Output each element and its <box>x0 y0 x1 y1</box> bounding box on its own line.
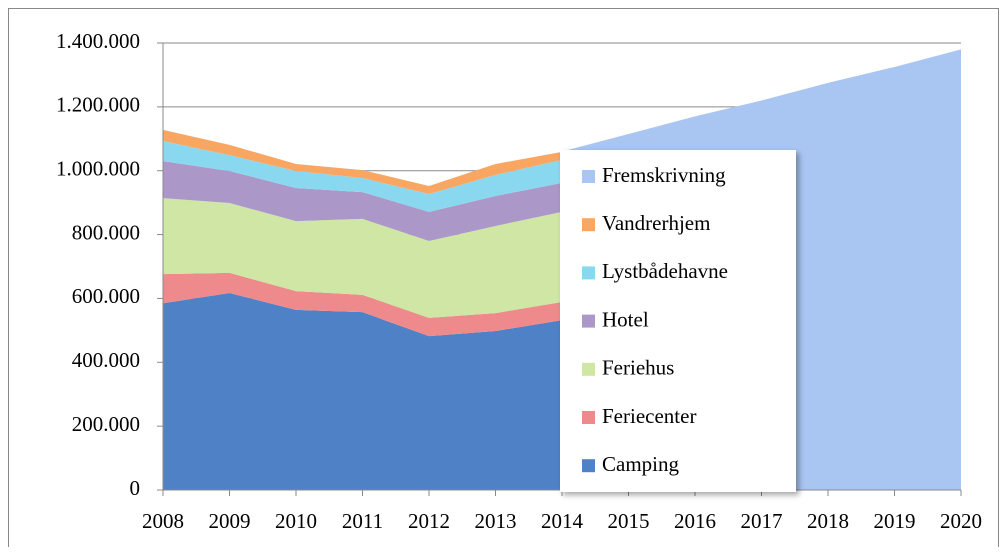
legend-label: Feriehus <box>602 356 674 380</box>
legend-swatch <box>582 362 595 376</box>
y-tick-label: 1.000.000 <box>56 157 140 181</box>
legend-box <box>560 150 796 492</box>
x-tick-label: 2010 <box>275 509 317 533</box>
x-tick-label: 2008 <box>142 509 184 533</box>
legend-label: Camping <box>602 452 679 476</box>
legend-swatch <box>582 266 595 280</box>
y-tick-label: 600.000 <box>72 284 140 308</box>
x-tick-label: 2018 <box>807 509 849 533</box>
area <box>163 129 562 195</box>
y-tick-label: 1.200.000 <box>56 93 140 117</box>
legend-swatch <box>582 411 595 424</box>
legend-swatch <box>582 170 595 183</box>
x-tick-label: 2016 <box>674 509 716 533</box>
y-tick-label: 1.400.000 <box>56 29 140 53</box>
y-tick-label: 800.000 <box>72 220 140 244</box>
x-tick-label: 2015 <box>608 509 650 533</box>
x-tick-label: 2020 <box>940 509 982 533</box>
legend: Fremskrivning Vandrerhjem Lystbådehavne Hot… <box>560 150 796 492</box>
x-tick-label: 2014 <box>541 509 584 533</box>
y-tick-label: 0 <box>130 476 141 500</box>
area <box>163 161 562 241</box>
legend-label: Feriecenter <box>602 404 696 428</box>
legend-label: Vandrerhjem <box>602 211 710 235</box>
x-tick-label: 2012 <box>408 509 450 533</box>
y-tick-label: 200.000 <box>72 412 140 436</box>
area <box>163 141 562 212</box>
legend-swatch <box>582 459 595 473</box>
x-tick-label: 2019 <box>874 509 916 533</box>
x-tick-label: 2009 <box>209 509 251 533</box>
area <box>163 293 562 490</box>
legend-label: Lystbådehavne <box>602 259 728 283</box>
legend-label: Fremskrivning <box>602 163 726 187</box>
x-tick-label: 2013 <box>475 509 517 533</box>
x-tick-label: 2017 <box>741 509 783 533</box>
legend-swatch <box>582 314 595 328</box>
area <box>163 272 562 337</box>
legend-label: Hotel <box>602 307 649 331</box>
legend-swatch <box>582 218 595 232</box>
y-tick-label: 400.000 <box>72 348 140 372</box>
area <box>163 198 562 318</box>
x-tick-label: 2011 <box>342 509 383 533</box>
